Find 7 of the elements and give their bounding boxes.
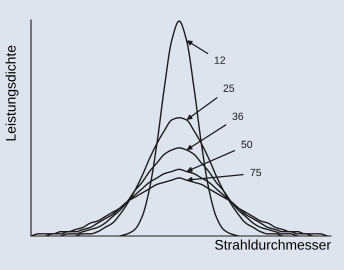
- x-axis-title: Strahldurchmesser: [215, 240, 331, 250]
- text: 25: [224, 84, 234, 92]
- text: 12: [214, 56, 226, 64]
- y-axis-title: Leistungsdichte: [6, 46, 18, 140]
- text: 36: [232, 112, 244, 120]
- text: 50: [241, 140, 252, 148]
- text: 75: [250, 168, 262, 176]
